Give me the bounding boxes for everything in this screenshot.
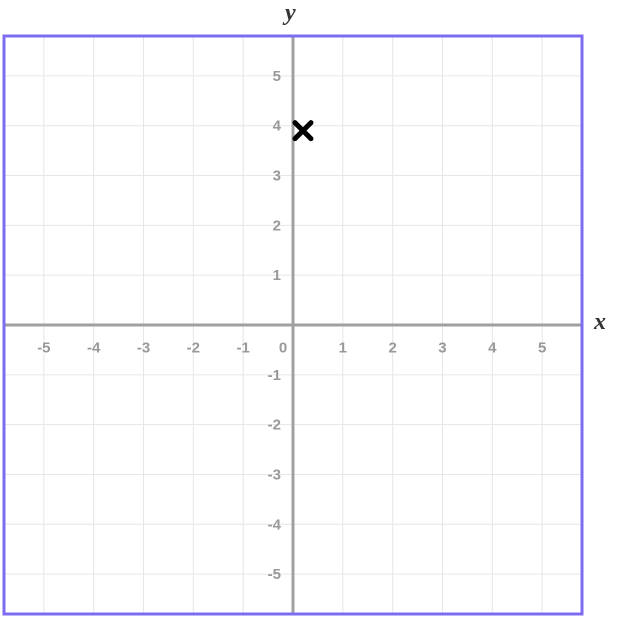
y-tick-label: 2	[273, 217, 281, 234]
x-tick-label: -1	[237, 339, 250, 356]
x-tick-label: 3	[438, 339, 446, 356]
y-tick-label: 4	[273, 118, 282, 135]
y-tick-label: -2	[268, 417, 281, 434]
x-tick-label: -5	[37, 339, 50, 356]
x-tick-label: 0	[279, 339, 287, 356]
coordinate-plane: -5 -4 -3 -2 -1 0 1 2 3 4 5 -5 -4 -3 -2 -1 1 2 3 4 5	[0, 0, 618, 622]
y-tick-label: -5	[268, 566, 281, 583]
y-tick-label: -1	[268, 367, 281, 384]
y-tick-label: 1	[273, 267, 281, 284]
y-tick-label: -4	[268, 516, 282, 533]
x-tick-label: -3	[137, 339, 150, 356]
y-tick-label: -3	[268, 466, 281, 483]
x-tick-label: 5	[538, 339, 546, 356]
y-tick-label: 5	[273, 68, 281, 85]
x-axis-label: x	[594, 309, 606, 336]
x-tick-label: 2	[388, 339, 396, 356]
x-tick-label: -4	[87, 339, 101, 356]
x-tick-label: 1	[339, 339, 347, 356]
x-tick-label: -2	[187, 339, 200, 356]
y-axis-label: y	[285, 0, 296, 27]
y-tick-label: 3	[273, 167, 281, 184]
x-tick-label: 4	[488, 339, 497, 356]
chart-container: -5 -4 -3 -2 -1 0 1 2 3 4 5 -5 -4 -3 -2 -1 1 2 3 4 5 y x	[0, 0, 618, 622]
